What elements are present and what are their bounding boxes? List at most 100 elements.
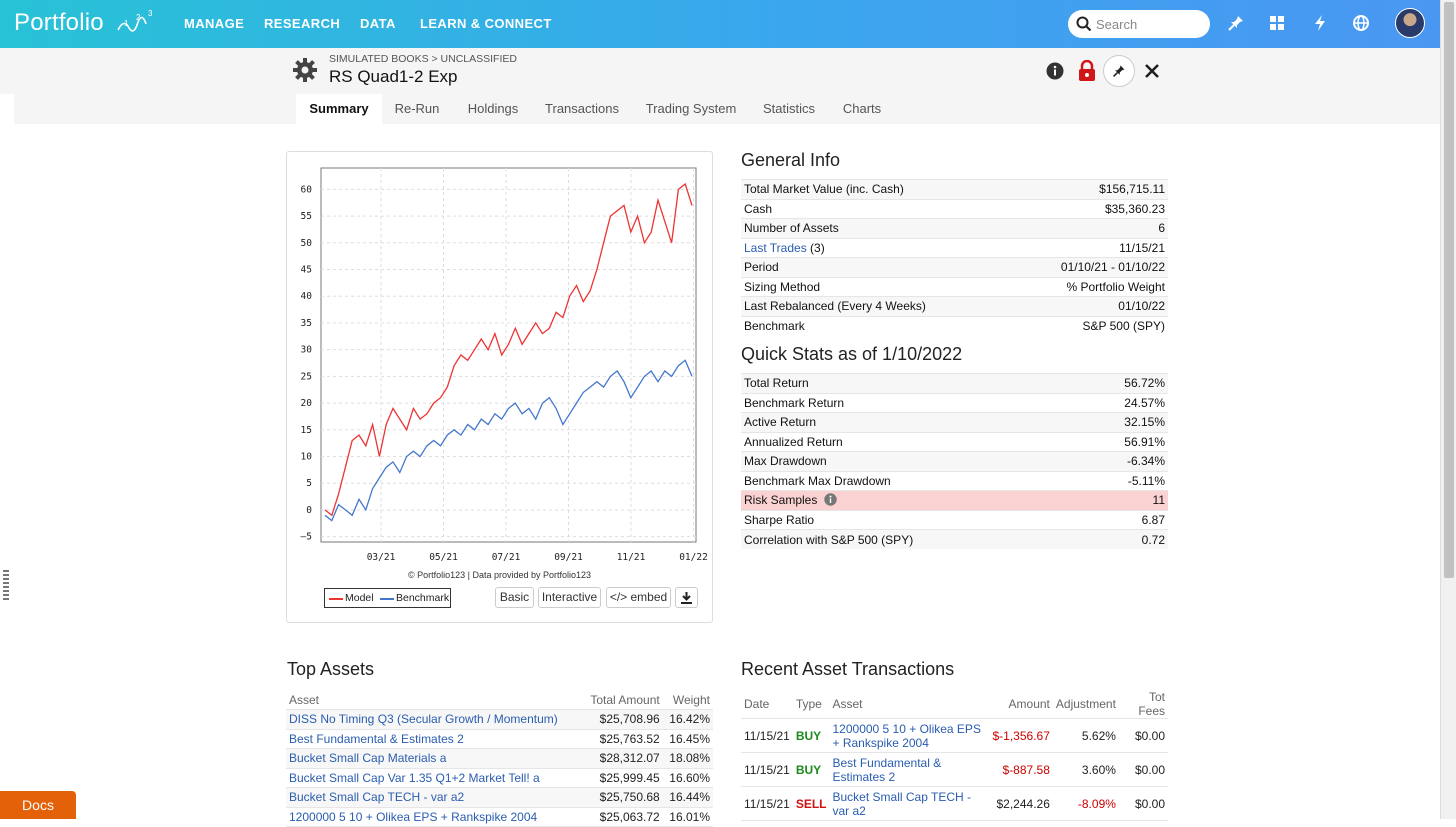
y-tick-label: 60: [301, 184, 313, 195]
top-assets-table: Asset Total Amount Weight DISS No Timing Q…: [286, 690, 713, 827]
tx-amount: $2,244.26: [989, 786, 1053, 821]
gi-value: 01/10/21 - 01/10/22: [1010, 257, 1168, 277]
asset-link[interactable]: Bucket Small Cap TECH - var a2: [286, 787, 582, 808]
tx-type: BUY: [792, 752, 830, 787]
tx-date: 11/15/21: [741, 718, 793, 753]
table-row: Bucket Small Cap Var 1.35 Q1+2 Market Te…: [286, 768, 713, 788]
asset-amount: $28,312.07: [581, 748, 663, 769]
table-row: 11/15/21 SELL Bucket Small Cap TECH - var …: [741, 786, 1168, 821]
tab-holdings[interactable]: Holdings: [467, 101, 519, 116]
tx-asset-link[interactable]: Best Fundamental & Estimates 2: [829, 752, 990, 787]
close-icon[interactable]: [1145, 64, 1159, 78]
series-line-model: [324, 182, 693, 517]
qs-label: Annualized Return: [741, 431, 1079, 452]
grid-icon[interactable]: [1268, 14, 1286, 32]
asset-link[interactable]: Bucket Small Cap Materials a: [286, 748, 582, 769]
page-title: RS Quad1-2 Exp: [329, 67, 458, 86]
asset-link[interactable]: 1200000 5 10 + Olikea EPS + Rankspike 20…: [286, 807, 582, 827]
y-tick-label: 50: [301, 238, 313, 249]
y-tick-label: 5: [306, 478, 312, 489]
top-assets-title: Top Assets: [287, 659, 375, 679]
asset-weight: 18.08%: [662, 748, 713, 769]
chart-credit: © Portfolio123 | Data provided by Portfo…: [407, 570, 592, 580]
scrollbar-thumb[interactable]: [1444, 2, 1454, 578]
y-tick-label: 15: [301, 425, 312, 436]
col-header: Weight: [662, 690, 713, 710]
search-input[interactable]: Search: [1068, 10, 1210, 38]
tx-amount: $-887.58: [989, 752, 1053, 787]
y-tick-label: 40: [301, 291, 313, 302]
nav-manage[interactable]: MANAGE: [184, 16, 245, 31]
qs-value: 0.72: [1078, 529, 1168, 549]
lock-icon[interactable]: [1077, 60, 1097, 82]
side-drawer-handle[interactable]: [3, 570, 9, 600]
page-scrollbar[interactable]: [1440, 0, 1456, 819]
qs-label: Risk Samples: [744, 493, 818, 508]
nav-data[interactable]: DATA: [360, 16, 396, 31]
pin-page-button[interactable]: [1103, 55, 1135, 87]
qs-label: Max Drawdown: [741, 451, 1079, 471]
x-tick-label: 09/21: [554, 552, 583, 563]
asset-link[interactable]: Best Fundamental & Estimates 2: [286, 729, 582, 749]
gear-icon[interactable]: [292, 57, 318, 83]
legend-model-swatch: [329, 598, 343, 600]
last-trades-link[interactable]: Last Trades: [744, 240, 807, 255]
y-tick-label: 35: [301, 318, 312, 329]
tab-transactions[interactable]: Transactions: [545, 101, 619, 116]
col-header: Adjustment: [1052, 690, 1119, 719]
x-tick-label: 03/21: [367, 552, 396, 563]
asset-link[interactable]: Bucket Small Cap Var 1.35 Q1+2 Market Te…: [286, 768, 582, 788]
breadcrumb[interactable]: SIMULATED BOOKS > UNCLASSIFIED: [329, 53, 517, 65]
chart-interactive-button[interactable]: Interactive: [538, 587, 601, 608]
qs-value: 24.57%: [1078, 392, 1168, 413]
top-navbar: Portfolio 1 2 3 MANAGE RESEARCH DATA LEA…: [0, 0, 1440, 48]
docs-button[interactable]: Docs: [0, 791, 76, 819]
tab-rerun[interactable]: Re-Run: [394, 101, 440, 116]
tx-asset-link[interactable]: 1200000 5 10 + Olikea EPS + Rankspike 20…: [829, 718, 990, 753]
chart-basic-button[interactable]: Basic: [495, 587, 534, 608]
asset-weight: 16.01%: [662, 807, 713, 827]
x-tick-label: 11/21: [617, 552, 646, 563]
recent-transactions-title: Recent Asset Transactions: [741, 659, 955, 679]
asset-link[interactable]: DISS No Timing Q3 (Secular Growth / Mome…: [286, 709, 582, 730]
performance-chart[interactable]: –5 0 5 10 15 20 25 30 35 40 45 50 55 60 03/21 05/21 07/…: [286, 151, 713, 587]
tab-charts[interactable]: Charts: [842, 101, 882, 116]
col-header: Tot Fees: [1118, 690, 1168, 719]
gi-value: $156,715.11: [1010, 179, 1168, 199]
asset-amount: $25,763.52: [581, 729, 663, 749]
recent-transactions-table: Date Type Asset Amount Adjustment Tot Fees 11…: [741, 690, 1168, 821]
tab-trading-system[interactable]: Trading System: [645, 101, 737, 116]
tx-adjustment: -8.09%: [1052, 786, 1119, 821]
tab-summary[interactable]: Summary: [296, 94, 382, 124]
user-avatar[interactable]: [1395, 8, 1425, 38]
asset-amount: $25,750.68: [581, 787, 663, 808]
brand-logo[interactable]: Portfolio: [14, 9, 104, 36]
qs-label: Correlation with S&P 500 (SPY): [741, 529, 1079, 549]
info-icon[interactable]: [1046, 62, 1064, 80]
globe-icon[interactable]: [1352, 14, 1370, 32]
col-header: Type: [792, 690, 830, 719]
chart-download-button[interactable]: [675, 587, 698, 608]
table-row: 11/15/21 BUY Best Fundamental & Estimates …: [741, 752, 1168, 787]
legend-model: Model: [345, 592, 374, 604]
nav-research[interactable]: RESEARCH: [264, 16, 341, 31]
tx-asset-link[interactable]: Bucket Small Cap TECH - var a2: [829, 786, 990, 821]
tab-statistics[interactable]: Statistics: [762, 101, 815, 116]
qs-label: Benchmark Return: [741, 392, 1079, 413]
chart-embed-button[interactable]: </> embed: [606, 587, 671, 608]
quick-stats-title: Quick Stats as of 1/10/2022: [741, 344, 963, 364]
tx-amount: $-1,356.67: [989, 718, 1053, 753]
y-tick-label: 10: [301, 452, 313, 463]
asset-weight: 16.42%: [662, 709, 713, 730]
pin-icon[interactable]: [1227, 14, 1245, 32]
table-row: DISS No Timing Q3 (Secular Growth / Mome…: [286, 709, 713, 730]
table-row: Best Fundamental & Estimates 2 $25,763.52…: [286, 729, 713, 749]
search-placeholder: Search: [1096, 17, 1138, 32]
y-tick-label: 55: [301, 211, 312, 222]
quick-stats-table: Total Return 56.72% Benchmark Return 24.57…: [741, 373, 1168, 549]
last-trades-date-link[interactable]: 11/15/21: [1010, 237, 1168, 258]
nav-learn-connect[interactable]: LEARN & CONNECT: [420, 16, 552, 31]
info-icon[interactable]: [824, 493, 837, 506]
y-tick-label: 0: [306, 505, 312, 516]
lightning-icon[interactable]: [1311, 14, 1329, 32]
